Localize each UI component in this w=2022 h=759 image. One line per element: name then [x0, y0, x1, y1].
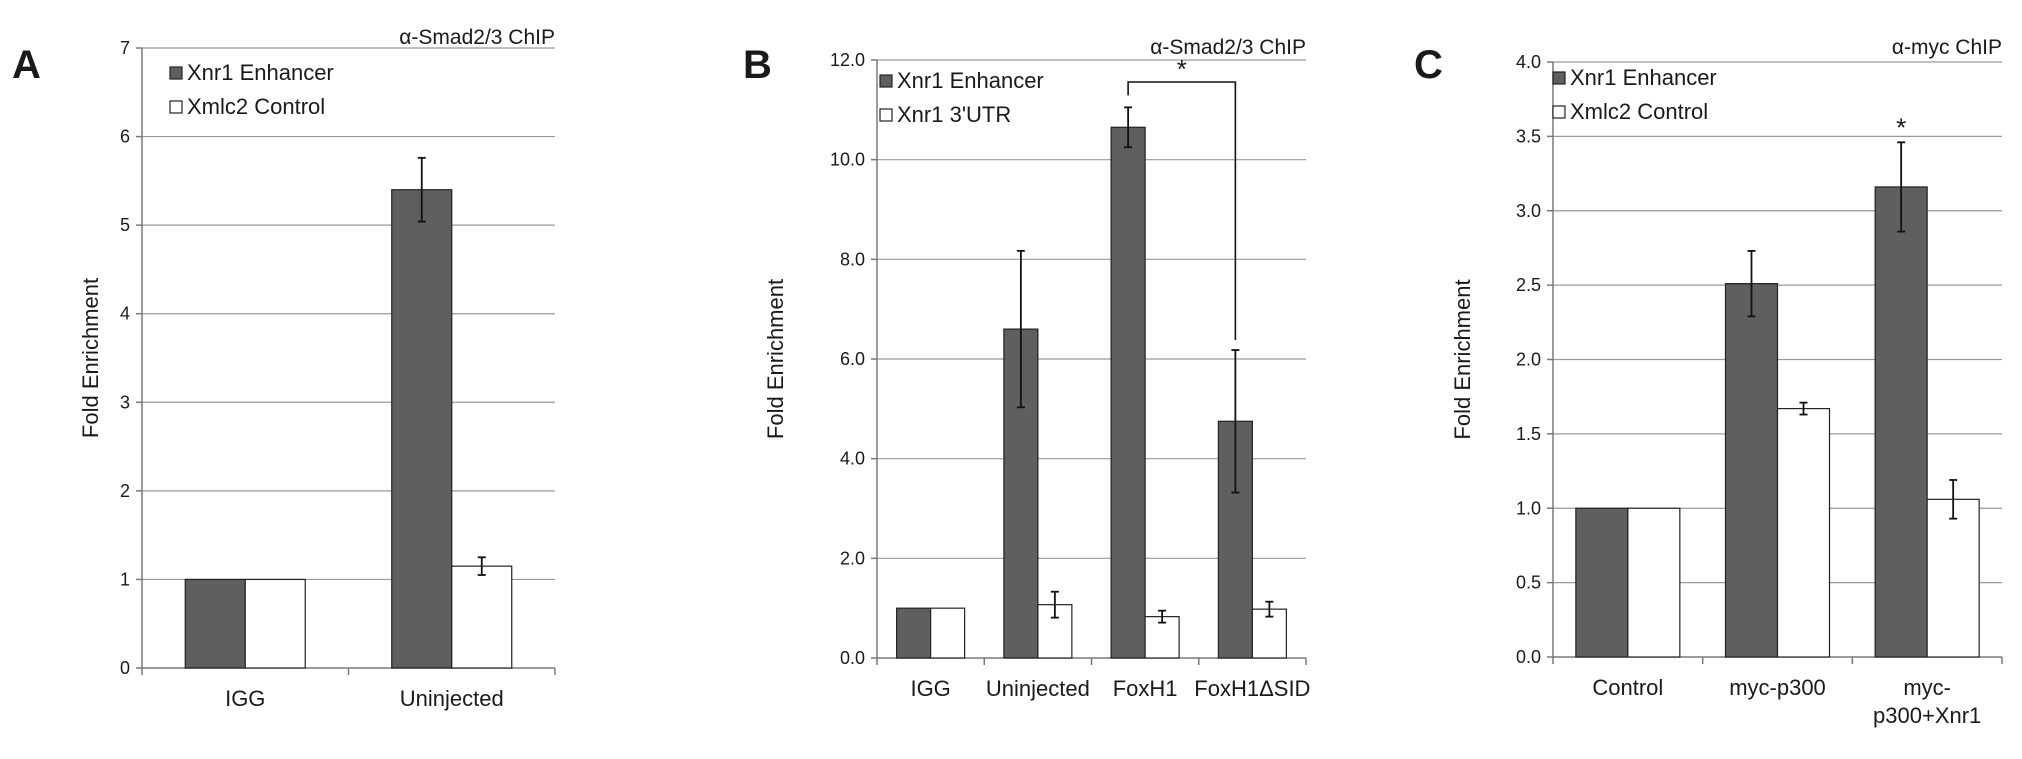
bar-series2 [1627, 507, 1681, 658]
chart-title: α-Smad2/3 ChIP [399, 26, 555, 49]
bar-series2 [451, 565, 513, 669]
y-tick-label: 3 [120, 392, 130, 412]
y-tick-label: 0.0 [1516, 647, 1541, 667]
y-tick-label: 5 [120, 215, 130, 235]
bar-series2 [1144, 616, 1180, 659]
legend-label: Xmlc2 Control [1570, 99, 1708, 124]
bar-series2 [1926, 498, 1980, 658]
x-tick-label: Control [1592, 675, 1663, 700]
x-tick-label: Uninjected [400, 686, 504, 711]
bar-series1 [896, 607, 932, 659]
y-tick-label: 10.0 [830, 150, 865, 170]
y-tick-label: 6.0 [840, 349, 865, 369]
y-tick-label: 2.0 [1516, 350, 1541, 370]
legend-label: Xnr1 Enhancer [1570, 65, 1717, 90]
y-tick-label: 6 [120, 127, 130, 147]
y-tick-label: 3.5 [1516, 126, 1541, 146]
y-tick-label: 7 [120, 38, 130, 58]
bar-series1 [391, 189, 453, 669]
significance-bracket [1127, 81, 1237, 341]
legend-label: Xnr1 Enhancer [187, 60, 334, 85]
bar-series1 [1110, 126, 1146, 659]
y-axis-label: Fold Enrichment [1450, 279, 1475, 439]
y-tick-label: 2.5 [1516, 275, 1541, 295]
x-tick-label: p300+Xnr1 [1873, 703, 1981, 728]
x-tick-label: myc-p300 [1729, 675, 1826, 700]
x-tick-label: IGG [225, 686, 265, 711]
bar-series2 [244, 578, 306, 669]
panel-letter: A [12, 43, 41, 87]
significance-star: * [1177, 54, 1187, 84]
y-axis-label: Fold Enrichment [78, 278, 103, 438]
x-tick-label: FoxH1ΔSID [1194, 676, 1310, 701]
y-tick-label: 0.0 [840, 648, 865, 668]
y-axis-label: Fold Enrichment [763, 279, 788, 439]
y-tick-label: 12.0 [830, 50, 865, 70]
y-tick-label: 4 [120, 304, 130, 324]
y-tick-label: 3.0 [1516, 201, 1541, 221]
y-tick-label: 1 [120, 569, 130, 589]
bar-series1 [1874, 186, 1928, 658]
legend-swatch [879, 108, 893, 122]
legend-label: Xmlc2 Control [187, 94, 325, 119]
bar-series2 [930, 607, 966, 659]
y-tick-label: 0.5 [1516, 573, 1541, 593]
legend-swatch [879, 74, 893, 88]
y-tick-label: 2 [120, 481, 130, 501]
bar-series1 [184, 578, 246, 669]
legend-swatch [1552, 71, 1566, 85]
x-tick-label: myc- [1903, 675, 1951, 700]
y-tick-label: 8.0 [840, 249, 865, 269]
y-tick-label: 0 [120, 658, 130, 678]
y-tick-label: 1.0 [1516, 498, 1541, 518]
bar-series1 [1575, 507, 1629, 658]
panel-letter: C [1414, 43, 1443, 87]
bar-series2 [1776, 407, 1831, 658]
y-tick-label: 4.0 [840, 449, 865, 469]
legend-label: Xnr1 3'UTR [897, 102, 1011, 127]
x-tick-label: IGG [910, 676, 950, 701]
x-tick-label: Uninjected [986, 676, 1090, 701]
chart-title: α-Smad2/3 ChIP [1150, 36, 1306, 59]
y-tick-label: 4.0 [1516, 52, 1541, 72]
legend-swatch [169, 66, 183, 80]
chart-title: α-myc ChIP [1892, 36, 2002, 59]
legend-swatch [1552, 105, 1566, 119]
panel-letter: B [743, 43, 772, 87]
significance-star: * [1896, 112, 1906, 142]
legend-label: Xnr1 Enhancer [897, 68, 1044, 93]
bar-series1 [1724, 283, 1779, 658]
legend-swatch [169, 100, 183, 114]
x-tick-label: FoxH1 [1113, 676, 1178, 701]
y-tick-label: 1.5 [1516, 424, 1541, 444]
panel-a: Aα-Smad2/3 ChIP 0 1 2 3 4 5 6 7 Fold Enrichment IG… [12, 26, 556, 711]
y-tick-label: 2.0 [840, 548, 865, 568]
